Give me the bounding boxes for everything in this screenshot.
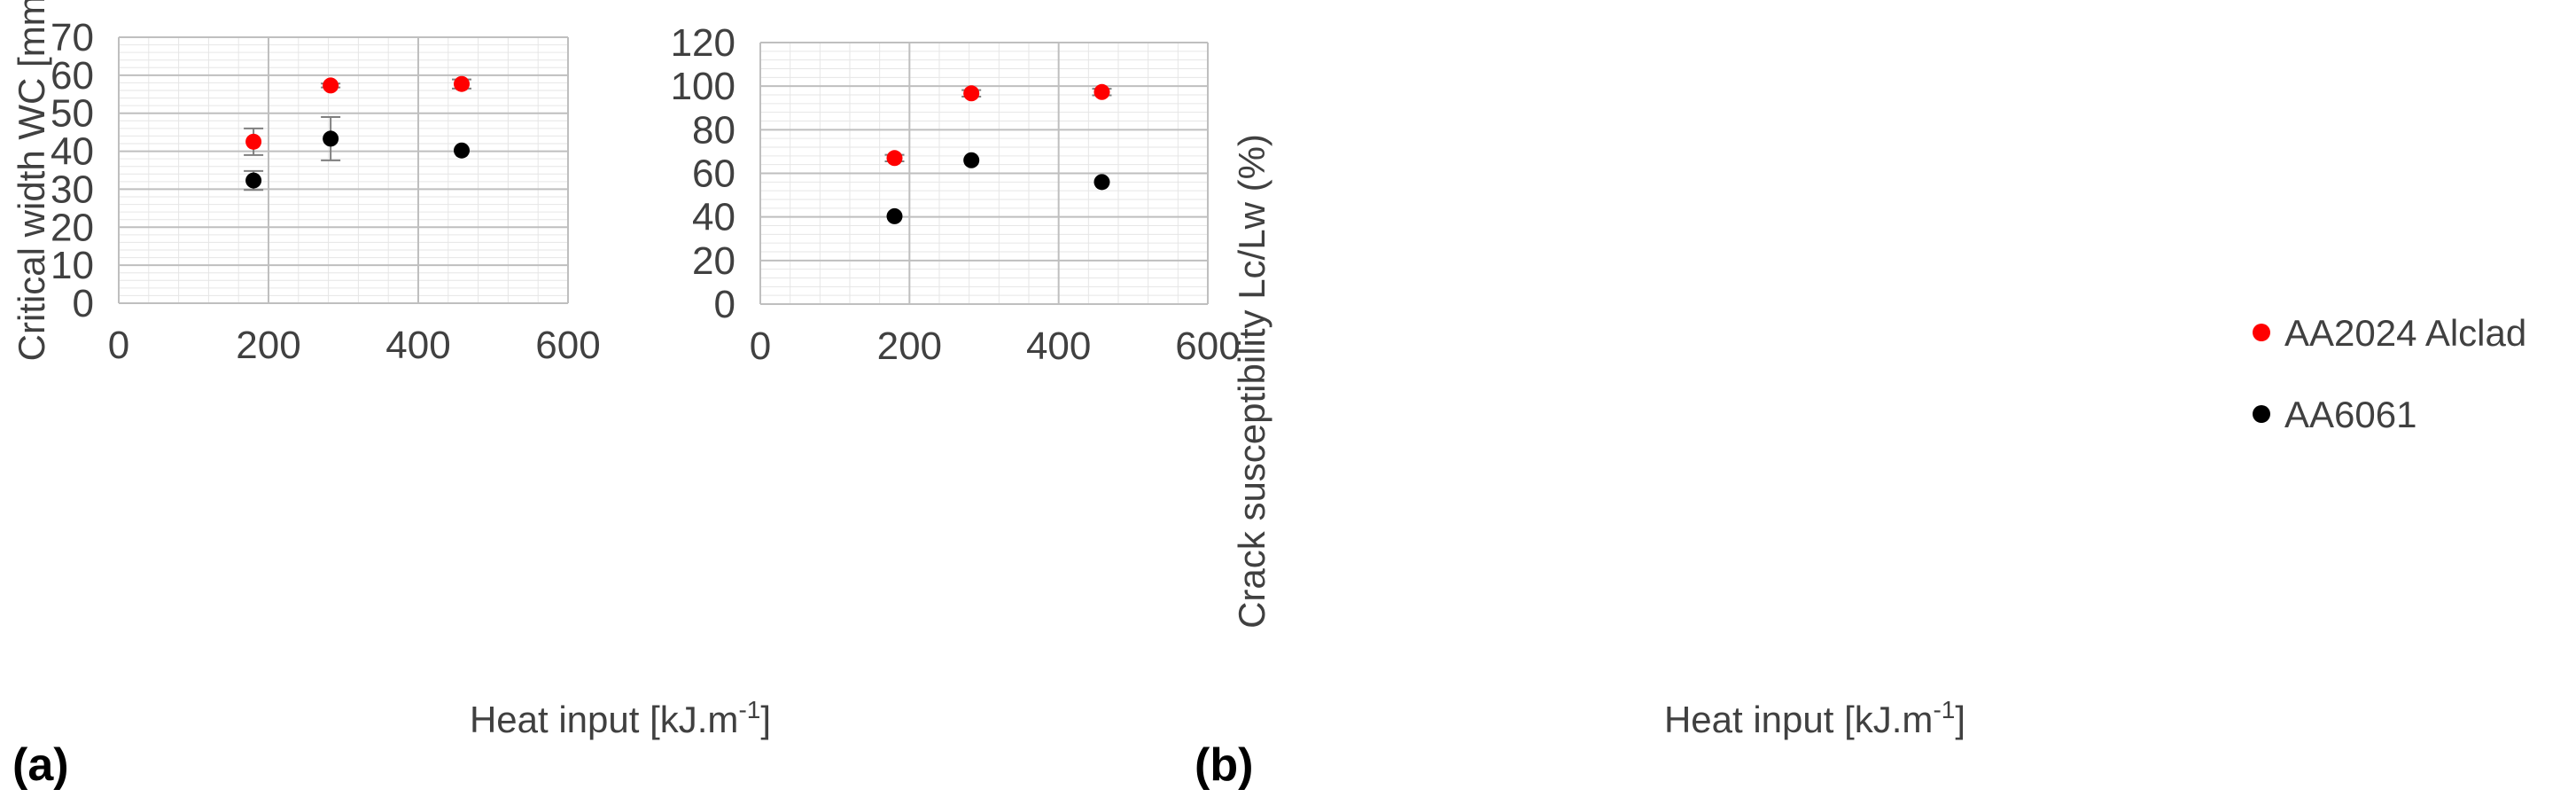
panel-label-b: (b) <box>1195 739 1253 791</box>
chart-a-x-tick-labels: 0 200 400 600 <box>108 324 601 367</box>
data-point-aa2024-alclad <box>886 150 903 167</box>
data-point-aa2024-alclad <box>245 133 262 150</box>
x-tick-label: 600 <box>1175 324 1240 368</box>
y-tick-label: 70 <box>51 16 94 59</box>
panel-label-a: (a) <box>12 739 69 791</box>
chart-a-data-points <box>245 75 471 189</box>
chart-a-x-axis-title: Heat input [kJ.m-1] <box>470 696 771 740</box>
y-tick-label: 30 <box>51 168 94 211</box>
data-point-aa2024-alclad <box>323 77 339 94</box>
legend-marker-aa2024-alclad <box>2253 324 2270 341</box>
data-point-aa2024-alclad <box>454 75 471 92</box>
y-tick-label: 60 <box>692 152 735 196</box>
y-tick-label: 40 <box>692 196 735 239</box>
chart-b-y-axis-title: Crack susceptibility Lc/Lw (%) <box>1231 134 1272 629</box>
data-point-aa6061 <box>1093 174 1110 191</box>
x-tick-label: 400 <box>385 324 450 367</box>
x-tick-label: 0 <box>750 324 771 368</box>
data-point-aa6061 <box>323 130 339 147</box>
x-tick-label: 600 <box>535 324 600 367</box>
chart-b-x-tick-labels: 0 200 400 600 <box>750 324 1241 368</box>
y-tick-label: 60 <box>51 54 94 98</box>
legend-label-aa2024-alclad: AA2024 Alclad <box>2284 312 2526 354</box>
chart-a-grid <box>118 36 569 304</box>
y-tick-label: 50 <box>51 92 94 136</box>
y-tick-label: 80 <box>692 108 735 152</box>
y-tick-label: 120 <box>671 21 735 65</box>
data-point-aa2024-alclad <box>1093 83 1110 100</box>
data-point-aa6061 <box>963 152 980 168</box>
legend-label-aa6061: AA6061 <box>2284 394 2416 435</box>
chart-a-y-axis-title: Critical width WC [mm] <box>11 0 52 361</box>
data-point-aa2024-alclad <box>963 85 980 102</box>
chart-b-grid <box>759 42 1209 305</box>
legend-marker-aa6061 <box>2253 405 2270 423</box>
chart-b-data-points <box>886 83 1110 224</box>
y-tick-label: 0 <box>73 282 94 325</box>
chart-b-x-axis-title: Heat input [kJ.m-1] <box>1664 696 1965 740</box>
legend: AA2024 Alclad AA6061 <box>2253 312 2526 435</box>
y-tick-label: 100 <box>671 65 735 108</box>
y-tick-label: 0 <box>714 283 735 326</box>
y-tick-label: 20 <box>692 239 735 283</box>
data-point-aa6061 <box>886 207 903 224</box>
data-point-aa6061 <box>454 142 471 159</box>
x-tick-label: 400 <box>1026 324 1091 368</box>
y-tick-label: 20 <box>51 206 94 249</box>
data-point-aa6061 <box>245 172 262 189</box>
x-tick-label: 200 <box>877 324 942 368</box>
y-tick-label: 10 <box>51 244 94 287</box>
x-tick-label: 200 <box>236 324 300 367</box>
chart-b-error-bars <box>884 88 1112 162</box>
y-tick-label: 40 <box>51 130 94 174</box>
chart-a-error-bars <box>244 78 472 191</box>
x-tick-label: 0 <box>108 324 129 367</box>
